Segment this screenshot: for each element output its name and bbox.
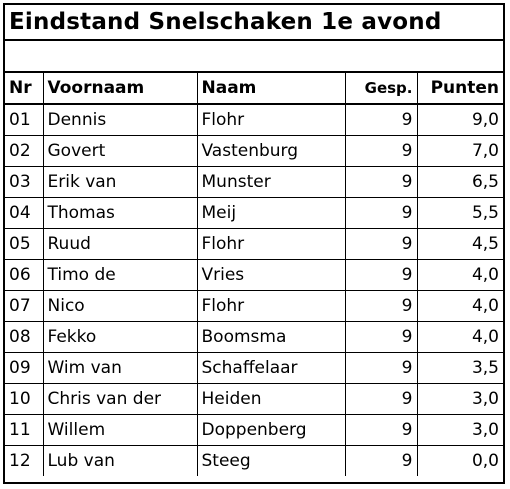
table-row: 08 Fekko Boomsma 9 4,0 <box>5 320 503 353</box>
page-title: Eindstand Snelschaken 1e avond <box>9 9 442 35</box>
column-header-punten: Punten <box>416 73 503 105</box>
cell-voornaam: Ruud <box>42 227 198 260</box>
table-row: 01 Dennis Flohr 9 9,0 <box>5 103 503 136</box>
column-header-nr: Nr <box>5 73 44 105</box>
cell-nr: 06 <box>5 258 44 291</box>
cell-punten: 3,0 <box>416 382 503 415</box>
cell-gespeeld: 9 <box>344 382 418 415</box>
cell-gespeeld: 9 <box>344 103 418 136</box>
cell-punten: 6,5 <box>416 165 503 198</box>
cell-punten: 4,0 <box>416 289 503 322</box>
cell-nr: 11 <box>5 413 44 446</box>
cell-punten: 5,5 <box>416 196 503 229</box>
cell-punten: 4,0 <box>416 320 503 353</box>
cell-naam: Flohr <box>196 103 346 136</box>
table-row: 05 Ruud Flohr 9 4,5 <box>5 227 503 260</box>
title-row: Eindstand Snelschaken 1e avond <box>5 5 503 41</box>
cell-voornaam: Fekko <box>42 320 198 353</box>
cell-naam: Meij <box>196 196 346 229</box>
cell-gespeeld: 9 <box>344 413 418 446</box>
cell-punten: 3,5 <box>416 351 503 384</box>
cell-gespeeld: 9 <box>344 289 418 322</box>
cell-nr: 04 <box>5 196 44 229</box>
cell-gespeeld: 9 <box>344 320 418 353</box>
cell-voornaam: Nico <box>42 289 198 322</box>
cell-voornaam: Lub van <box>42 444 198 476</box>
table-row: 06 Timo de Vries 9 4,0 <box>5 258 503 291</box>
cell-gespeeld: 9 <box>344 165 418 198</box>
cell-naam: Steeg <box>196 444 346 476</box>
cell-voornaam: Willem <box>42 413 198 446</box>
table-row: 03 Erik van Munster 9 6,5 <box>5 165 503 198</box>
cell-punten: 4,0 <box>416 258 503 291</box>
cell-naam: Flohr <box>196 289 346 322</box>
column-header-voornaam: Voornaam <box>42 73 198 105</box>
cell-naam: Vastenburg <box>196 134 346 167</box>
cell-naam: Vries <box>196 258 346 291</box>
cell-punten: 4,5 <box>416 227 503 260</box>
table-body: 01 Dennis Flohr 9 9,0 02 Govert Vastenburg 9 7,0 0… <box>5 103 503 476</box>
cell-naam: Heiden <box>196 382 346 415</box>
cell-punten: 0,0 <box>416 444 503 476</box>
cell-punten: 7,0 <box>416 134 503 167</box>
cell-nr: 07 <box>5 289 44 322</box>
cell-gespeeld: 9 <box>344 444 418 476</box>
cell-naam: Flohr <box>196 227 346 260</box>
cell-punten: 9,0 <box>416 103 503 136</box>
column-header-naam: Naam <box>196 73 346 105</box>
cell-nr: 12 <box>5 444 44 476</box>
table-header-row: Nr Voornaam Naam Gesp. Punten <box>5 73 503 105</box>
cell-gespeeld: 9 <box>344 227 418 260</box>
cell-voornaam: Timo de <box>42 258 198 291</box>
cell-voornaam: Wim van <box>42 351 198 384</box>
table-row: 07 Nico Flohr 9 4,0 <box>5 289 503 322</box>
cell-voornaam: Dennis <box>42 103 198 136</box>
table-row: 09 Wim van Schaffelaar 9 3,5 <box>5 351 503 384</box>
cell-nr: 02 <box>5 134 44 167</box>
standings-sheet: Eindstand Snelschaken 1e avond Nr Voorna… <box>3 3 505 484</box>
cell-voornaam: Chris van der <box>42 382 198 415</box>
cell-nr: 05 <box>5 227 44 260</box>
cell-naam: Schaffelaar <box>196 351 346 384</box>
subtitle-row <box>5 41 503 73</box>
cell-voornaam: Govert <box>42 134 198 167</box>
cell-nr: 08 <box>5 320 44 353</box>
table-row: 02 Govert Vastenburg 9 7,0 <box>5 134 503 167</box>
cell-gespeeld: 9 <box>344 258 418 291</box>
cell-voornaam: Erik van <box>42 165 198 198</box>
cell-naam: Boomsma <box>196 320 346 353</box>
cell-gespeeld: 9 <box>344 134 418 167</box>
cell-naam: Munster <box>196 165 346 198</box>
cell-nr: 01 <box>5 103 44 136</box>
cell-nr: 10 <box>5 382 44 415</box>
standings-table: Nr Voornaam Naam Gesp. Punten 01 Dennis Fl… <box>5 73 503 476</box>
table-row: 11 Willem Doppenberg 9 3,0 <box>5 413 503 446</box>
table-row: 12 Lub van Steeg 9 0,0 <box>5 444 503 476</box>
table-row: 10 Chris van der Heiden 9 3,0 <box>5 382 503 415</box>
column-header-gespeeld: Gesp. <box>344 73 418 105</box>
cell-nr: 09 <box>5 351 44 384</box>
cell-nr: 03 <box>5 165 44 198</box>
cell-naam: Doppenberg <box>196 413 346 446</box>
cell-punten: 3,0 <box>416 413 503 446</box>
cell-gespeeld: 9 <box>344 351 418 384</box>
table-row: 04 Thomas Meij 9 5,5 <box>5 196 503 229</box>
cell-voornaam: Thomas <box>42 196 198 229</box>
cell-gespeeld: 9 <box>344 196 418 229</box>
